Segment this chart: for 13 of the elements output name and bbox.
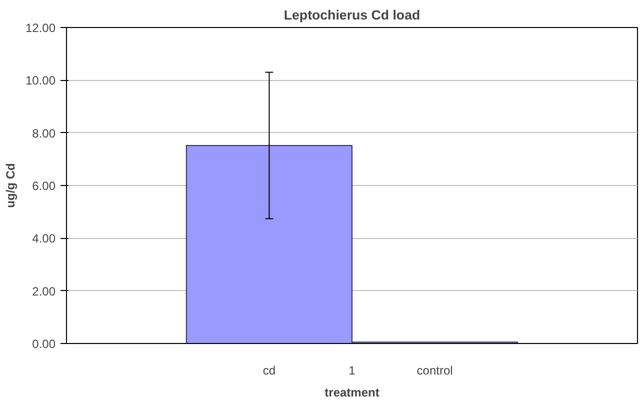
y-tick-label: 0.00 — [32, 337, 56, 351]
y-axis-title: ug/g Cd — [3, 163, 18, 208]
chart-title: Leptochierus Cd load — [284, 8, 420, 22]
y-tick-label: 10.00 — [25, 74, 56, 88]
y-tick-label: 4.00 — [32, 232, 56, 246]
series-label: control — [416, 364, 453, 378]
y-tick-label: 6.00 — [32, 179, 56, 193]
y-tick-label: 12.00 — [25, 21, 56, 35]
series-label: cd — [262, 364, 276, 378]
x-axis-title: treatment — [324, 386, 380, 400]
y-tick-label: 2.00 — [32, 284, 56, 298]
x-tick-label: 1 — [348, 364, 356, 378]
y-tick-label: 8.00 — [32, 126, 56, 140]
